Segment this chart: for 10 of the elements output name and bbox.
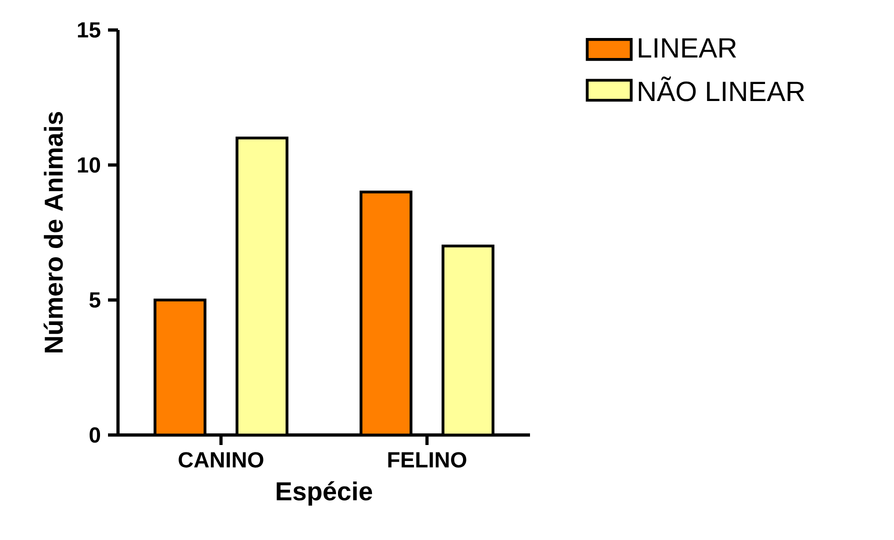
legend-label: LINEAR xyxy=(638,38,736,58)
y-tick-label: 5 xyxy=(89,292,100,308)
y-tick-label: 0 xyxy=(90,427,100,443)
legend-label: NÃO LINEAR xyxy=(638,76,804,102)
y-tick-label: 15 xyxy=(78,22,100,38)
x-tick-label: FELINO xyxy=(388,452,466,468)
y-axis-title: Número de Animais xyxy=(44,112,63,352)
x-axis-title: Espécie xyxy=(276,481,372,506)
x-tick-label: CANINO xyxy=(178,452,264,468)
y-tick-label: 10 xyxy=(78,157,100,173)
